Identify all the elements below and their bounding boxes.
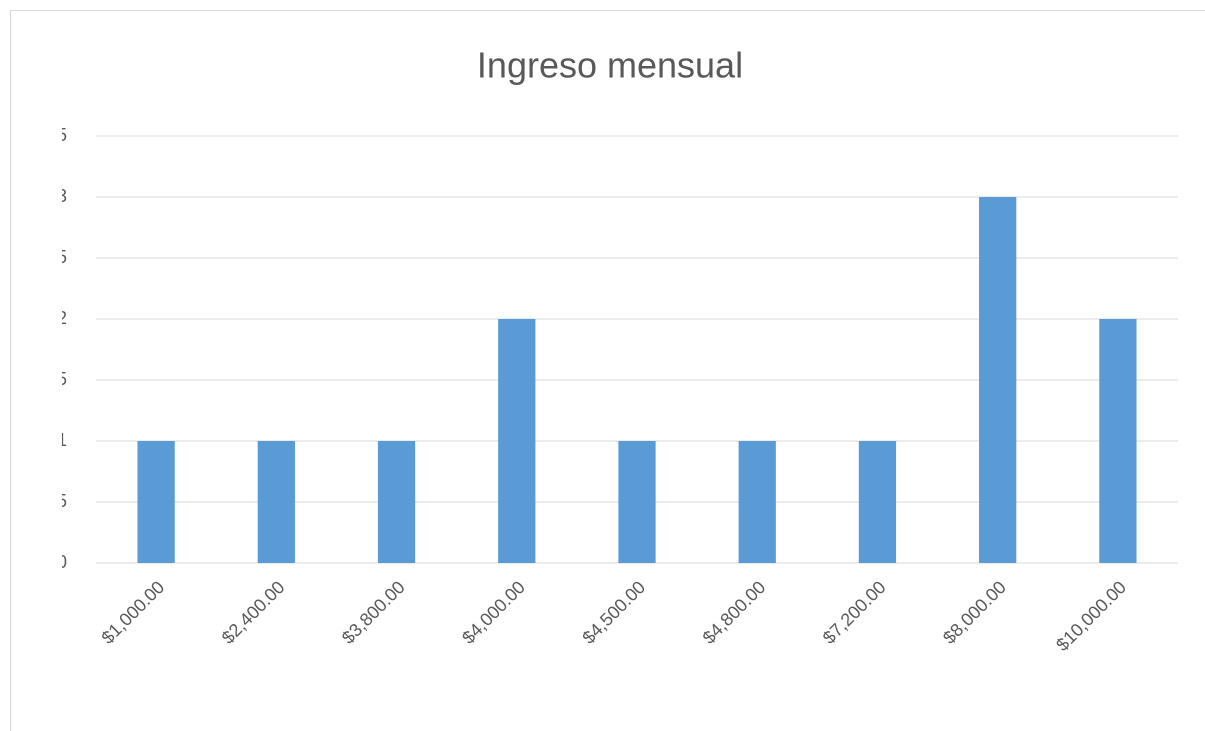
bar bbox=[498, 319, 536, 563]
bar bbox=[618, 441, 656, 563]
y-tick-label: 3.5 bbox=[42, 125, 67, 145]
y-tick-label: 0.5 bbox=[42, 491, 67, 511]
bar bbox=[137, 441, 175, 563]
bar bbox=[377, 441, 416, 563]
y-tick-label: 0 bbox=[57, 552, 67, 572]
y-axis-labels: 0 0.5 1 1.5 2 2.5 3 3.5 bbox=[42, 125, 67, 572]
y-tick-label: 2 bbox=[57, 308, 67, 328]
y-tick-label: 1 bbox=[57, 430, 67, 450]
bar bbox=[858, 441, 897, 563]
y-tick-label: 3 bbox=[57, 186, 67, 206]
bar bbox=[979, 197, 1017, 563]
chart-title: Ingreso mensual bbox=[477, 45, 743, 86]
bar bbox=[1099, 319, 1137, 563]
bar bbox=[257, 441, 295, 563]
y-tick-label: 1.5 bbox=[42, 369, 67, 389]
bar bbox=[738, 441, 776, 563]
y-tick-label: 2.5 bbox=[42, 247, 67, 267]
